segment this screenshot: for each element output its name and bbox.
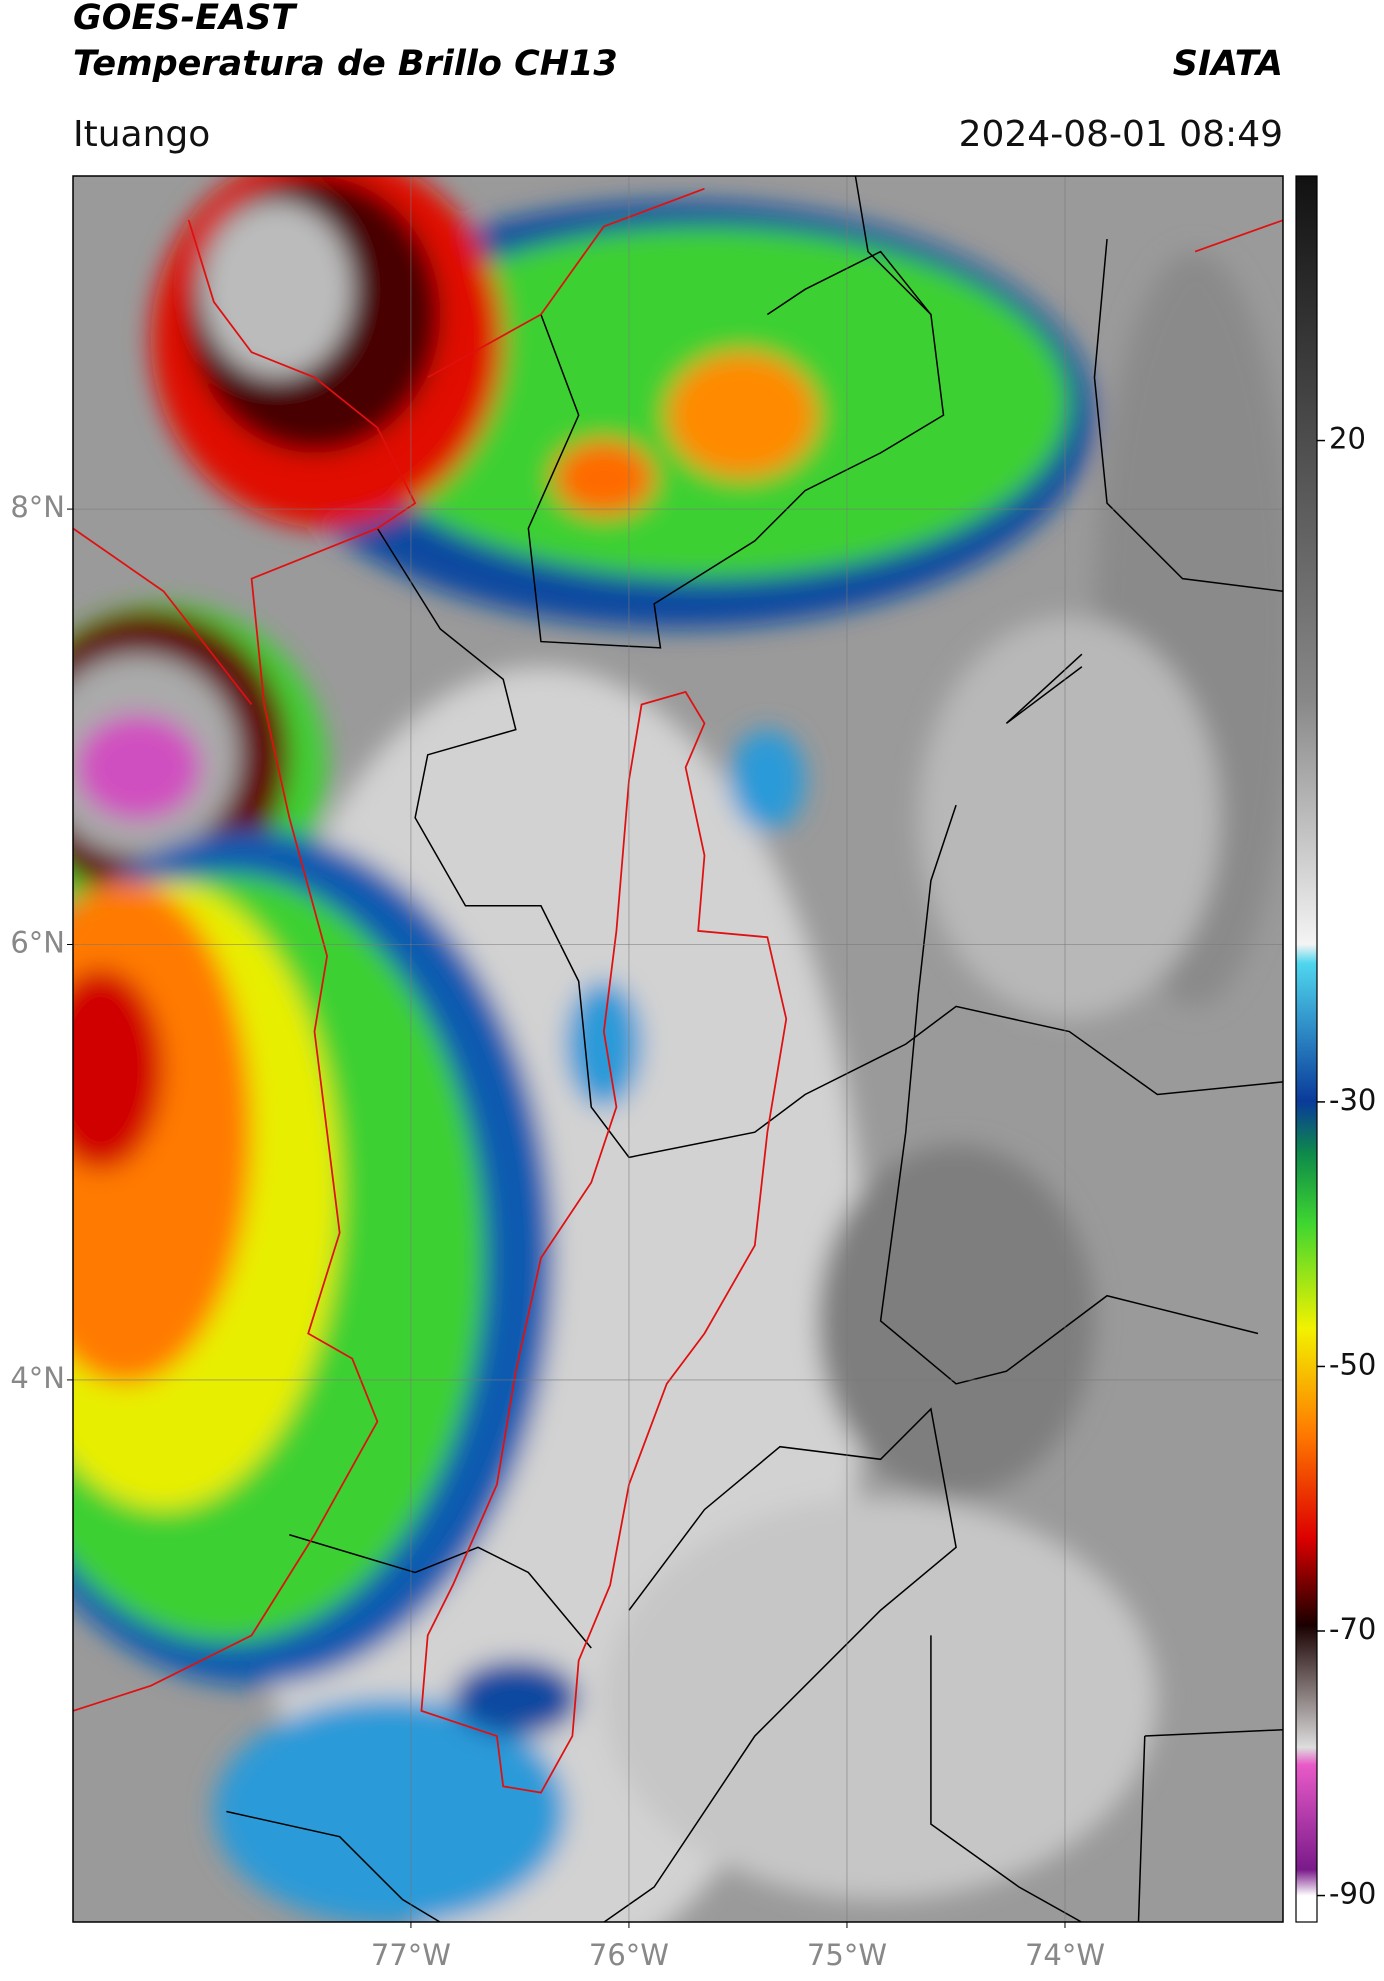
satellite-image — [73, 176, 1283, 1922]
map-frame — [72, 175, 1284, 1923]
datetime: 2024-08-01 08:49 — [959, 114, 1283, 155]
x-tick-label: 74°W — [1025, 1938, 1105, 1972]
location: Ituango — [73, 114, 210, 155]
y-tick-label: 8°N — [10, 490, 65, 524]
x-tick-label: 75°W — [807, 1938, 887, 1972]
x-tick-label: 76°W — [589, 1938, 669, 1972]
title: GOES-EAST — [73, 0, 298, 38]
colorbar — [1295, 175, 1318, 1923]
colorbar-tick-label: -50 — [1329, 1347, 1376, 1381]
source: SIATA — [1173, 44, 1283, 84]
y-tick-label: 6°N — [10, 926, 65, 960]
colorbar-tick-label: -70 — [1329, 1612, 1376, 1646]
x-tick-label: 77°W — [371, 1938, 451, 1972]
y-tick-label: 4°N — [10, 1361, 65, 1395]
colorbar-tick-label: -90 — [1329, 1877, 1376, 1911]
colorbar-tick-label: 20 — [1329, 422, 1366, 456]
colorbar-tick-label: -30 — [1329, 1083, 1376, 1117]
title: Temperatura de Brillo CH13 — [73, 44, 618, 84]
